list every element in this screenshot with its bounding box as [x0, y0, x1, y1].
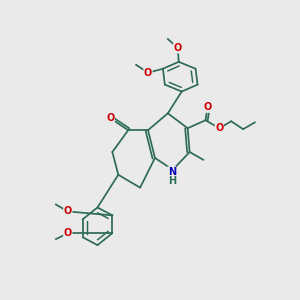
- Text: N: N: [168, 167, 176, 177]
- Text: O: O: [64, 228, 72, 238]
- Text: H: H: [168, 176, 176, 186]
- Text: O: O: [215, 123, 224, 133]
- Text: O: O: [203, 102, 211, 112]
- Text: O: O: [106, 113, 115, 123]
- Text: O: O: [144, 68, 152, 78]
- Text: O: O: [64, 206, 72, 216]
- Text: O: O: [174, 43, 182, 53]
